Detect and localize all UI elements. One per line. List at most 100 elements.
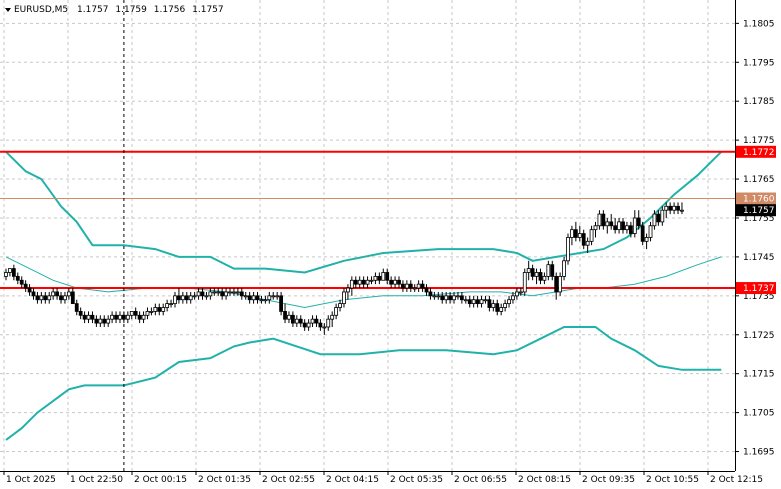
candle-body — [216, 291, 221, 294]
candle — [636, 210, 641, 230]
candle — [573, 221, 578, 242]
candle — [554, 272, 559, 300]
candle-body — [585, 240, 590, 246]
candle — [8, 268, 12, 277]
candle-body — [597, 213, 602, 227]
candle — [90, 311, 95, 324]
candle — [625, 221, 629, 234]
candle — [216, 288, 221, 296]
candle-body — [573, 229, 578, 238]
candle-body — [420, 283, 425, 289]
candle-body — [558, 275, 563, 293]
candle-body — [220, 291, 225, 297]
candle — [346, 284, 350, 300]
candle-body — [188, 295, 193, 301]
candle — [141, 311, 146, 324]
candle-body — [570, 229, 574, 238]
candle — [440, 291, 445, 304]
candle-body — [479, 299, 484, 305]
time-tick-label: 1 Oct 2025 — [6, 475, 56, 485]
price-tick-label: 1.1795 — [743, 58, 775, 68]
candle — [118, 311, 122, 324]
candle — [648, 221, 653, 242]
candle — [613, 217, 618, 234]
candle — [424, 284, 429, 296]
candle — [357, 276, 362, 289]
price-tick-label: 1.1725 — [743, 331, 775, 341]
candle-body — [110, 314, 115, 320]
candle — [597, 210, 602, 230]
price-tag-label: 1.1760 — [743, 195, 775, 205]
candle — [432, 291, 437, 300]
candle — [448, 291, 452, 304]
candle-body — [483, 299, 488, 302]
candle — [259, 295, 264, 304]
candle-body — [628, 225, 633, 234]
candle — [503, 299, 508, 312]
candle-body — [302, 322, 307, 328]
candle-body — [369, 279, 374, 282]
candle-body — [98, 318, 103, 324]
candle-body — [63, 295, 67, 301]
price-tick-label: 1.1755 — [743, 214, 775, 224]
candle — [558, 272, 563, 296]
plot-area[interactable] — [0, 0, 735, 471]
candle — [192, 291, 197, 300]
candle-body — [192, 295, 197, 298]
candle-body — [632, 217, 637, 234]
price-tag: 1.1760 — [736, 192, 776, 205]
candle-body — [550, 264, 555, 277]
candle-body — [326, 318, 331, 328]
candle-body — [357, 279, 362, 285]
candle — [660, 206, 665, 226]
candle — [129, 311, 134, 320]
candle — [393, 276, 397, 289]
candle — [385, 268, 390, 285]
candle-body — [644, 237, 649, 242]
candle-body — [141, 314, 146, 320]
candle — [581, 229, 586, 250]
candle-body — [648, 225, 653, 238]
candle-body — [562, 260, 566, 277]
candle — [526, 260, 531, 281]
candle-body — [298, 318, 303, 324]
candle — [381, 268, 386, 281]
candle — [640, 221, 645, 246]
candle — [334, 303, 339, 320]
candle-body — [515, 291, 519, 297]
candle-body — [251, 295, 256, 301]
candle — [302, 319, 307, 331]
candle — [82, 311, 87, 324]
candle-body — [440, 295, 445, 301]
candle — [562, 256, 566, 281]
candle — [173, 291, 177, 308]
price-tag-label: 1.1757 — [743, 206, 775, 216]
candle-body — [444, 295, 449, 301]
candle-body — [404, 283, 409, 289]
candle-body — [456, 295, 460, 298]
candle-body — [287, 314, 291, 320]
candle-body — [114, 314, 118, 320]
price-tick-label: 1.1745 — [743, 253, 775, 263]
candle — [518, 288, 523, 296]
candle-body — [8, 268, 12, 273]
candle — [251, 291, 256, 304]
candle-body — [161, 307, 166, 312]
candle — [609, 214, 614, 230]
candle-body — [11, 268, 16, 277]
candle — [491, 299, 496, 312]
candle — [306, 319, 311, 331]
candle — [298, 315, 303, 327]
candle-body — [609, 221, 614, 227]
candle — [389, 276, 394, 289]
triangle-down-icon[interactable] — [5, 8, 11, 12]
candle — [70, 288, 75, 305]
price-tag-box — [736, 145, 776, 158]
candle-body — [507, 299, 511, 305]
price-tick-label: 1.1785 — [743, 97, 775, 107]
candle — [290, 311, 295, 327]
candle — [373, 272, 378, 285]
candle — [247, 291, 252, 304]
